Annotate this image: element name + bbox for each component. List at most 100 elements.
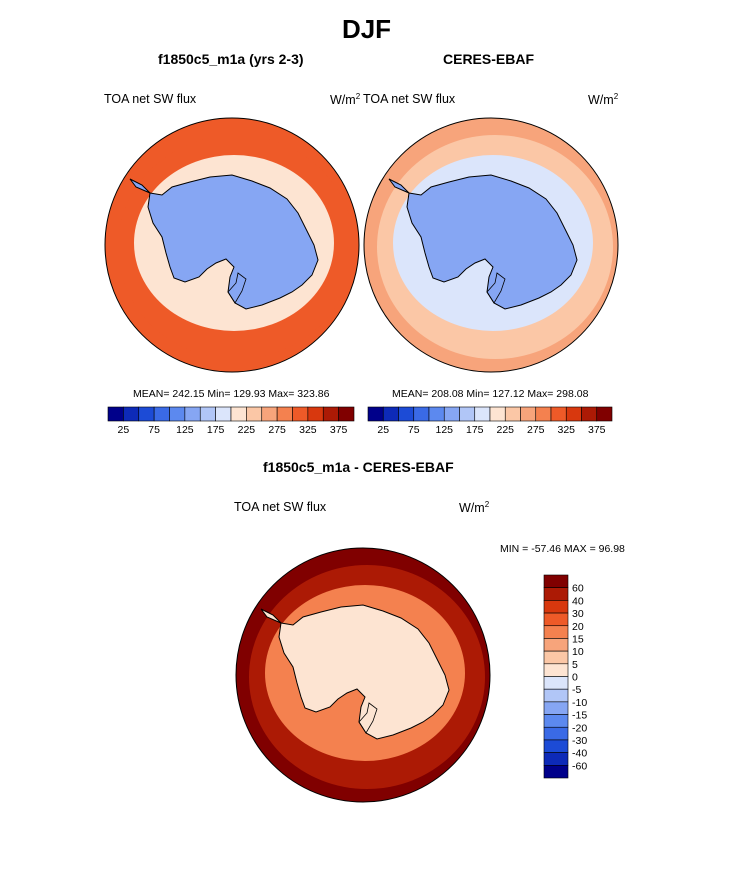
- panel2-stats: MEAN= 208.08 Min= 127.12 Max= 298.08: [392, 388, 589, 400]
- colorbar3-box: [543, 765, 569, 779]
- colorbar1-box: [246, 406, 263, 422]
- colorbar3-box: [543, 676, 569, 690]
- antarctica-fill: [407, 175, 577, 309]
- colorbar2-box: [367, 406, 384, 422]
- colorbar3-tick-label: -20: [572, 722, 587, 734]
- colorbar3-tick-label: -40: [572, 748, 587, 760]
- colorbar1-box: [230, 406, 247, 422]
- antarctica-fill: [148, 175, 318, 309]
- colorbar3-box: [543, 650, 569, 665]
- colorbar3-box: [543, 600, 569, 614]
- panel2-variable: TOA net SW flux: [363, 92, 456, 106]
- colorbar3-tick-label: -5: [572, 684, 581, 696]
- colorbar3-box: [543, 752, 569, 766]
- panel1-units: W/m2: [330, 92, 361, 108]
- map-border-1: [363, 117, 619, 373]
- colorbar2-box: [398, 406, 415, 422]
- map-1: [364, 118, 618, 372]
- diff-title: f1850c5_m1a - CERES-EBAF: [263, 459, 454, 475]
- peninsula-fill: [261, 609, 281, 623]
- colorbar3-tick-label: 5: [572, 659, 578, 671]
- colorbar2-box: [474, 406, 491, 422]
- main-title: DJF: [341, 14, 392, 44]
- colorbar2-box: [413, 406, 430, 422]
- colorbar2-tick-label: 75: [408, 424, 420, 436]
- colorbar2-box: [596, 406, 613, 422]
- peninsula-coastline: [129, 178, 151, 194]
- colorbar1-tick-label: 375: [330, 424, 348, 436]
- colorbar1-box: [138, 406, 155, 422]
- colorbar2-box: [428, 406, 445, 422]
- ice-shelf-line: [227, 272, 247, 304]
- colorbar1-box: [322, 406, 339, 422]
- colorbar1-box: [153, 406, 170, 422]
- coastline: [406, 174, 578, 310]
- colorbar1-box: [276, 406, 293, 422]
- colorbar2-box: [565, 406, 582, 422]
- colorbar2-box: [443, 406, 460, 422]
- colorbar2-tick-label: 175: [466, 424, 484, 436]
- colorbar3-tick-label: 60: [572, 583, 584, 595]
- map-border-2: [235, 547, 491, 803]
- colorbar2-tick-label: 375: [588, 424, 606, 436]
- ice-shelf-line: [486, 272, 506, 304]
- colorbar3-box: [543, 638, 569, 652]
- colorbar1-box: [307, 406, 324, 422]
- colorbar1-tick-label: 225: [238, 424, 256, 436]
- colorbar1-tick-label: 25: [118, 424, 130, 436]
- colorbar3-box: [543, 726, 569, 741]
- colorbar1-tick-label: 175: [207, 424, 225, 436]
- peninsula-coastline: [388, 178, 410, 194]
- colorbar3-box: [543, 701, 569, 715]
- colorbar3-tick-label: 15: [572, 633, 584, 645]
- colorbar2-tick-label: 125: [435, 424, 453, 436]
- colorbar1-box: [169, 406, 186, 422]
- colorbar1-box: [123, 406, 140, 422]
- colorbar3-box: [543, 587, 569, 601]
- colorbar3-box: [543, 739, 569, 753]
- colorbar3-tick-label: 0: [572, 672, 578, 684]
- coastline: [278, 604, 450, 740]
- colorbar1-box: [338, 406, 355, 422]
- map-2: [236, 548, 490, 802]
- colorbar2-tick-label: 25: [377, 424, 389, 436]
- panel2-title: CERES-EBAF: [443, 51, 535, 67]
- colorbar1-box: [292, 406, 309, 422]
- panel1-stats: MEAN= 242.15 Min= 129.93 Max= 323.86: [133, 388, 330, 400]
- panel1-title: f1850c5_m1a (yrs 2-3): [158, 51, 304, 67]
- colorbar1-box: [199, 406, 216, 422]
- colorbar3-box: [543, 663, 569, 677]
- map-border-0: [104, 117, 360, 373]
- colorbar1-tick-label: 325: [299, 424, 317, 436]
- colorbar1-tick-label: 125: [176, 424, 194, 436]
- diff-units: W/m2: [459, 500, 490, 516]
- colorbar2-tick-label: 275: [527, 424, 545, 436]
- colorbar3-box: [543, 714, 569, 728]
- colorbar2-box: [535, 406, 552, 422]
- colorbar2-box: [504, 406, 521, 422]
- diff-variable: TOA net SW flux: [234, 500, 327, 514]
- peninsula-fill: [389, 179, 409, 193]
- panel1-variable: TOA net SW flux: [104, 92, 197, 106]
- peninsula-coastline: [260, 608, 282, 624]
- panel2-units: W/m2: [588, 92, 619, 108]
- colorbar3-tick-label: 30: [572, 608, 584, 620]
- colorbar1-box: [215, 406, 232, 422]
- colorbar3-box: [543, 625, 569, 639]
- colorbar1-tick-label: 275: [268, 424, 286, 436]
- map-0: [105, 118, 359, 372]
- colorbar2-box: [489, 406, 506, 422]
- colorbar3-box: [543, 688, 569, 703]
- colorbar2-box: [520, 406, 537, 422]
- colorbar1-box: [107, 406, 124, 422]
- colorbar3-tick-label: -15: [572, 710, 587, 722]
- colorbar2-box: [550, 406, 567, 422]
- diff-stats: MIN = -57.46 MAX = 96.98: [500, 543, 625, 555]
- colorbar3-tick-label: 10: [572, 646, 584, 658]
- colorbar1-box: [184, 406, 201, 422]
- colorbar2-box: [459, 406, 476, 422]
- colorbar1-tick-label: 75: [148, 424, 160, 436]
- colorbar3-box: [543, 612, 569, 627]
- coastline: [147, 174, 319, 310]
